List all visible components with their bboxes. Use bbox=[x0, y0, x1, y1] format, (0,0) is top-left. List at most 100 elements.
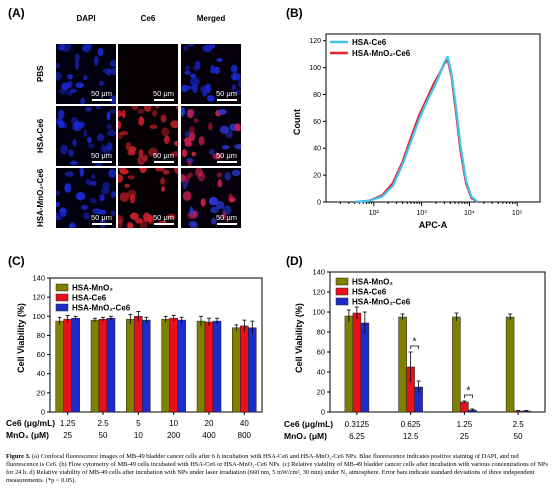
legend-swatch bbox=[335, 297, 349, 306]
row2-value: 10 bbox=[134, 431, 143, 440]
cell bbox=[182, 191, 192, 201]
legend-label: HSA-MnO₂ bbox=[72, 284, 113, 293]
cell bbox=[56, 117, 63, 125]
legend-label: HSA-MnO₂-Ce6 bbox=[72, 304, 131, 313]
cell bbox=[218, 109, 227, 115]
cell bbox=[79, 168, 85, 177]
cell bbox=[137, 155, 146, 165]
cell bbox=[64, 183, 72, 193]
scale-bar-line bbox=[217, 161, 237, 163]
cell bbox=[129, 194, 136, 204]
scale-bar-label: 50 μm bbox=[216, 213, 237, 222]
cell bbox=[144, 106, 152, 112]
scale-bar-line bbox=[92, 99, 112, 101]
cell-texture bbox=[181, 106, 241, 166]
cell bbox=[160, 177, 165, 185]
cell bbox=[151, 109, 158, 117]
cell bbox=[187, 211, 197, 220]
cell bbox=[189, 126, 195, 134]
cell bbox=[127, 222, 134, 228]
cell bbox=[119, 192, 129, 202]
row1-label: Ce6 (μg/mL) bbox=[284, 419, 333, 429]
cell bbox=[60, 144, 68, 155]
cell bbox=[56, 71, 62, 81]
cell bbox=[231, 169, 241, 177]
y-tick-label: 80 bbox=[313, 92, 321, 99]
bar bbox=[106, 317, 116, 413]
row1-value: 0.625 bbox=[401, 420, 422, 429]
cell bbox=[109, 109, 116, 114]
legend-label: HSA-MnO₂-Ce6 bbox=[352, 49, 411, 58]
cell bbox=[200, 85, 209, 93]
cell bbox=[216, 57, 223, 63]
cell-texture bbox=[181, 44, 241, 104]
cell bbox=[187, 44, 195, 47]
cell bbox=[191, 222, 198, 228]
cell-texture bbox=[56, 106, 116, 166]
y-tick-label: 0 bbox=[41, 408, 45, 417]
y-tick-label: 40 bbox=[317, 368, 325, 377]
row1-value: 1.25 bbox=[60, 419, 76, 428]
scale-bar: 50 μm bbox=[91, 151, 112, 163]
scale-bar: 50 μm bbox=[153, 151, 174, 163]
row2-value: 12.5 bbox=[403, 432, 419, 441]
cell bbox=[118, 215, 124, 224]
bar bbox=[248, 327, 257, 413]
bar bbox=[204, 321, 214, 413]
cell bbox=[234, 123, 241, 132]
cell bbox=[110, 210, 116, 217]
cell bbox=[234, 89, 241, 95]
cell bbox=[76, 121, 86, 129]
bar bbox=[212, 320, 222, 413]
x-tick-label: 10³ bbox=[417, 210, 428, 217]
viability-chart-d: Cell Viability (%) Ce6 (μg/mL) MnO₂ (μM)… bbox=[284, 268, 546, 441]
cell bbox=[106, 142, 113, 151]
cell bbox=[106, 124, 112, 130]
cell-texture bbox=[56, 44, 116, 104]
bar bbox=[196, 320, 206, 413]
cell bbox=[121, 109, 126, 119]
cell bbox=[69, 222, 76, 228]
cell bbox=[161, 127, 170, 136]
cell-texture bbox=[181, 168, 241, 228]
bar bbox=[90, 319, 100, 413]
bar bbox=[169, 317, 178, 413]
y-axis-label: Count bbox=[292, 109, 302, 135]
y-tick-label: 40 bbox=[37, 369, 45, 378]
row-header-hsa-ce6: HSA-Ce6 bbox=[36, 118, 45, 154]
cell bbox=[118, 132, 123, 140]
y-tick-label: 60 bbox=[37, 350, 45, 359]
cell bbox=[124, 183, 130, 188]
cell bbox=[190, 76, 200, 87]
y-tick-label: 140 bbox=[32, 274, 45, 283]
scale-bar-label: 50 μm bbox=[91, 213, 112, 222]
cell bbox=[56, 212, 59, 219]
bar bbox=[134, 316, 143, 413]
scale-bar-label: 50 μm bbox=[153, 89, 174, 98]
legend-label: HSA-MnO₂ bbox=[352, 278, 393, 287]
y-tick-label: 40 bbox=[313, 146, 321, 153]
panel-a-label: (A) bbox=[8, 6, 25, 20]
cell bbox=[58, 44, 65, 51]
cell bbox=[67, 91, 73, 96]
row-header-hsa-mno2-ce6: HSA-MnO₂-Ce6 bbox=[36, 168, 45, 228]
cell bbox=[93, 55, 99, 66]
cell bbox=[155, 168, 165, 172]
y-tick-label: 20 bbox=[37, 388, 45, 397]
cell bbox=[139, 168, 147, 174]
cell bbox=[137, 108, 145, 115]
cell bbox=[224, 171, 231, 181]
bar bbox=[71, 317, 80, 413]
panel-b-label: (B) bbox=[286, 6, 303, 20]
cell bbox=[185, 174, 190, 184]
bar bbox=[55, 320, 64, 413]
cell bbox=[215, 201, 225, 209]
row1-value: 10 bbox=[169, 419, 178, 428]
microscopy-image: 50 μm bbox=[118, 106, 178, 166]
cell bbox=[97, 47, 104, 57]
cell bbox=[200, 198, 206, 207]
row2-value: 200 bbox=[167, 431, 181, 440]
plot-frame bbox=[329, 271, 546, 413]
scale-bar-label: 50 μm bbox=[216, 89, 237, 98]
cell bbox=[109, 95, 116, 104]
